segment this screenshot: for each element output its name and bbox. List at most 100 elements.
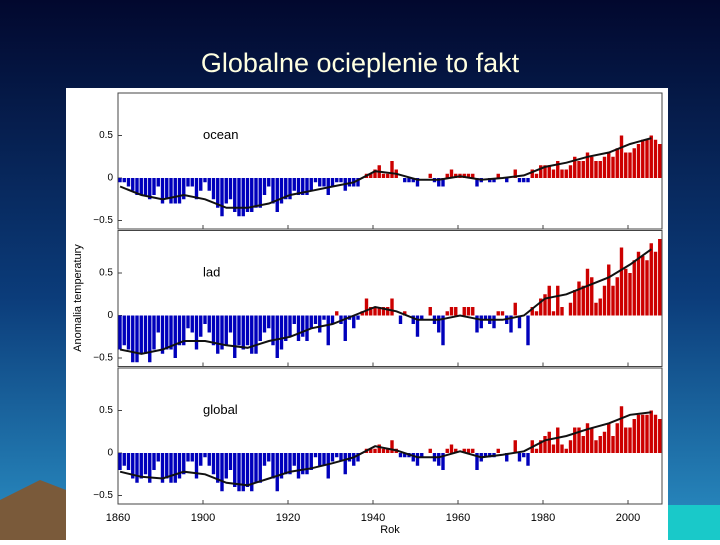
bar [173, 315, 177, 358]
bar [156, 453, 160, 462]
bar [568, 302, 573, 316]
bar [590, 427, 594, 453]
bar [241, 315, 245, 350]
bar [581, 161, 585, 178]
bar [611, 436, 615, 453]
bar [254, 453, 258, 483]
bar [539, 165, 543, 178]
bar [403, 453, 407, 458]
bar [513, 302, 517, 316]
bar [628, 152, 632, 178]
bar [194, 178, 199, 200]
bar [445, 448, 449, 453]
bar [339, 178, 343, 183]
bar [160, 315, 165, 354]
bar [233, 178, 237, 212]
bar [581, 285, 585, 316]
bar [390, 298, 394, 316]
bar [152, 453, 156, 470]
bar [203, 315, 207, 324]
bar [258, 178, 262, 208]
y-axis-label: Anomalia temperatury [72, 244, 84, 352]
bar [560, 307, 564, 316]
bar [568, 165, 573, 178]
bar [267, 315, 271, 329]
bar [619, 406, 624, 453]
bar [199, 178, 203, 191]
bar [560, 444, 564, 453]
bar [611, 285, 615, 316]
bar [258, 453, 262, 483]
bar [254, 315, 258, 354]
y-tick-label: 0 [107, 310, 113, 321]
bar [182, 178, 186, 200]
smoothed-line [119, 137, 652, 209]
bar [207, 315, 211, 333]
bar [428, 448, 432, 453]
bar [271, 178, 275, 204]
bar [271, 453, 275, 479]
bar [339, 453, 343, 462]
bar [301, 315, 305, 337]
bar [190, 315, 194, 333]
bar [534, 173, 539, 178]
bar [309, 178, 313, 191]
bar [250, 178, 254, 212]
bar [288, 178, 292, 200]
bar [313, 453, 318, 458]
bar [543, 165, 547, 178]
bar [628, 427, 632, 453]
bar [309, 315, 313, 329]
bar [313, 178, 318, 183]
bar [475, 315, 479, 333]
bar [509, 315, 513, 333]
bar [279, 453, 284, 479]
bar [492, 315, 496, 329]
bar [547, 285, 551, 316]
bar [207, 178, 211, 191]
bar [301, 178, 305, 195]
bar [615, 277, 619, 316]
bar [658, 239, 662, 316]
bar [471, 448, 475, 453]
bar [216, 178, 220, 208]
bar [658, 144, 662, 178]
bar [462, 173, 466, 178]
bar [254, 178, 258, 208]
bar [118, 178, 122, 183]
bar [573, 290, 577, 316]
bar [296, 315, 301, 341]
bar [488, 453, 492, 458]
bar [143, 315, 148, 354]
y-tick-label: −0.5 [93, 490, 113, 501]
bar [581, 436, 585, 453]
bar [445, 173, 449, 178]
bar [649, 135, 653, 178]
bar [475, 453, 479, 470]
bar [322, 178, 326, 187]
bar [496, 448, 500, 453]
bar [454, 173, 458, 178]
bar [148, 453, 152, 483]
bar [305, 178, 309, 195]
bar [330, 315, 335, 324]
bar [237, 178, 241, 217]
bar [335, 453, 339, 458]
panel-label: ocean [203, 127, 238, 142]
bar [398, 315, 403, 324]
bar [407, 178, 411, 183]
bar [386, 307, 390, 316]
bar [594, 302, 598, 316]
bar [590, 156, 594, 178]
x-tick-label: 1980 [531, 512, 555, 524]
bar [403, 311, 407, 316]
bar [602, 431, 607, 453]
bar [373, 169, 377, 178]
bar [632, 148, 636, 178]
bar [279, 178, 284, 204]
bar [160, 453, 165, 483]
bar [641, 414, 645, 453]
x-axis-label: Rok [380, 524, 400, 536]
bar [526, 178, 530, 183]
bar [449, 169, 454, 178]
